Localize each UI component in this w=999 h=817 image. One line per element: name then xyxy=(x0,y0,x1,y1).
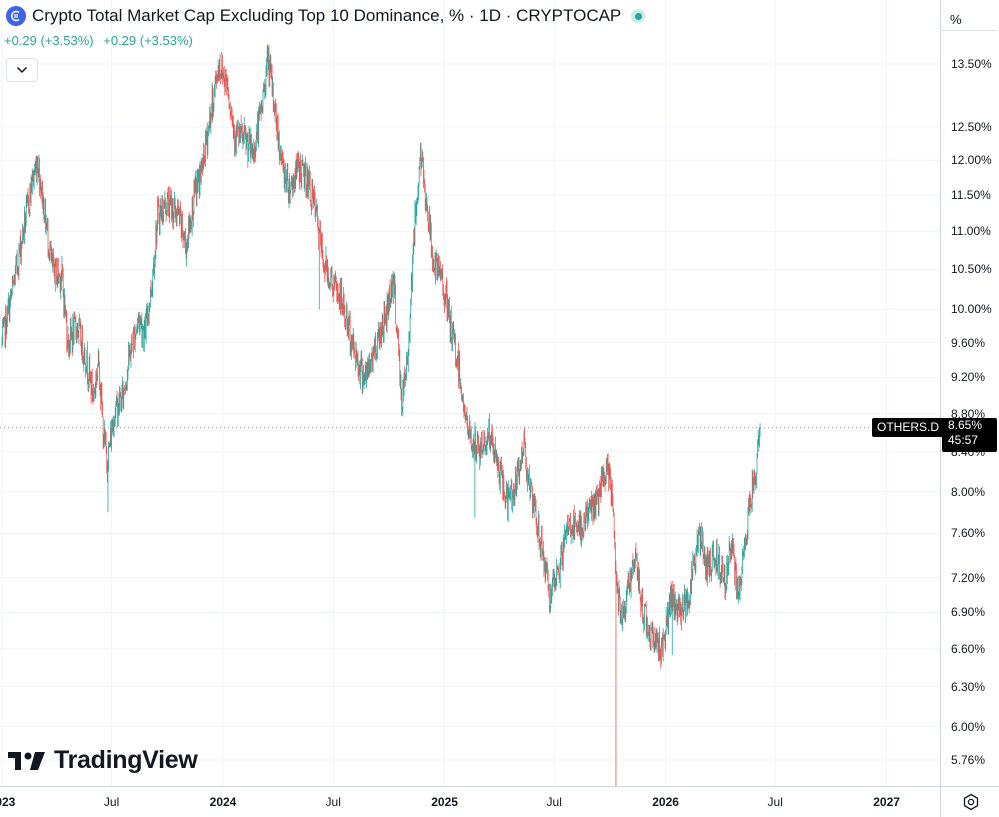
price-tick-label: 6.00% xyxy=(951,719,986,734)
price-tick-label: 12.50% xyxy=(951,119,992,134)
chart-settings-corner[interactable] xyxy=(940,786,999,817)
price-tick-label: 10.50% xyxy=(951,262,992,277)
chevron-down-icon xyxy=(16,66,28,74)
price-unit-label: % xyxy=(950,12,962,27)
time-tick-label: Jul xyxy=(767,795,783,809)
price-tick-label: 6.90% xyxy=(951,605,986,620)
price-tick-label: 8.80% xyxy=(951,406,986,421)
price-tick-label: 6.30% xyxy=(951,679,986,694)
change-value: +0.29 (+3.53%) xyxy=(4,33,94,48)
change-value-secondary: +0.29 (+3.53%) xyxy=(103,33,193,48)
tradingview-logo[interactable]: TradingView xyxy=(8,746,198,775)
price-tick-label: 5.76% xyxy=(951,753,986,767)
bar-countdown: 45:57 xyxy=(948,433,979,447)
cryptocap-logo-icon xyxy=(6,6,26,26)
candle-series xyxy=(1,44,761,786)
price-tick-label: 7.20% xyxy=(951,570,986,585)
tradingview-mark-icon xyxy=(8,751,45,770)
gear-icon[interactable] xyxy=(962,793,980,811)
time-tick-label: 2024 xyxy=(209,795,237,809)
time-tick-label: 2026 xyxy=(652,795,679,809)
price-tick-label: 8.00% xyxy=(951,484,986,499)
price-axis[interactable]: 13.50% 12.50% 12.00% 11.50% 11.00% 10.50% 10.0… xyxy=(940,0,999,786)
price-tick-label: 6.60% xyxy=(951,641,986,656)
price-tick-label: 10.00% xyxy=(951,302,992,317)
price-tick-label: 9.60% xyxy=(951,335,986,350)
price-tick-label: 11.50% xyxy=(951,188,991,203)
time-axis[interactable]: 2023 Jul 2024 Jul 2025 Jul 2026 Jul 2027 xyxy=(0,786,940,817)
chart-legend-header: Crypto Total Market Cap Excluding Top 10… xyxy=(6,4,646,28)
time-tick-label: 2027 xyxy=(873,795,900,809)
chart-grid xyxy=(0,0,940,786)
chart-canvas[interactable] xyxy=(0,0,940,786)
last-price-value: 8.65% xyxy=(948,418,983,432)
chart-title[interactable]: Crypto Total Market Cap Excluding Top 10… xyxy=(32,6,622,25)
price-tick-label: 11.00% xyxy=(951,224,991,239)
time-tick-label: Jul xyxy=(103,795,120,809)
change-readout: +0.29 (+3.53%) +0.29 (+3.53%) xyxy=(4,33,199,48)
time-tick-label: Jul xyxy=(325,795,341,809)
tradingview-wordmark: TradingView xyxy=(54,746,198,774)
price-tick-label: 12.00% xyxy=(951,153,992,168)
market-status-icon[interactable] xyxy=(631,9,646,23)
price-tick-label: 9.20% xyxy=(951,370,986,385)
collapse-legend-button[interactable] xyxy=(6,58,38,82)
price-unit-selector[interactable]: % xyxy=(942,4,997,31)
time-tick-label: 2023 xyxy=(0,795,16,809)
chart-plot-area[interactable] xyxy=(0,0,940,786)
time-tick-label: Jul xyxy=(546,795,562,809)
symbol-label: OTHERS.D xyxy=(872,418,945,437)
price-tick-label: 13.50% xyxy=(951,57,992,71)
price-tick-label: 7.60% xyxy=(951,526,986,541)
last-price-label: 8.65% 45:57 xyxy=(942,418,997,452)
time-tick-label: 2025 xyxy=(431,795,458,809)
